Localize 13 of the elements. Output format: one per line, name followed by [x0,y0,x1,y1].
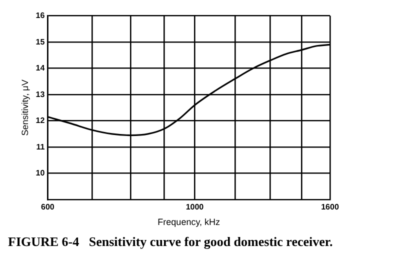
y-tick-label: 13 [36,90,46,99]
text: FIGURE 6-4 Sensitivity curve for good domestic receiver. [8,234,334,250]
x-tick-label: 1600 [321,202,340,212]
y-tick-label: 10 [36,168,46,178]
y-tick-label: 16 [36,11,46,20]
y-tick-label: 14 [36,64,46,73]
x-tick-label: 600 [41,202,55,212]
y-tick-label: 15 [36,37,46,46]
x-tick-label: 1000 [186,202,204,212]
y-axis-title: Sensitivity, μV [20,80,30,136]
y-tick-label: 12 [36,116,46,126]
x-axis-title: Frequency, kHz [158,217,221,228]
y-tick-label: 11 [36,142,46,152]
